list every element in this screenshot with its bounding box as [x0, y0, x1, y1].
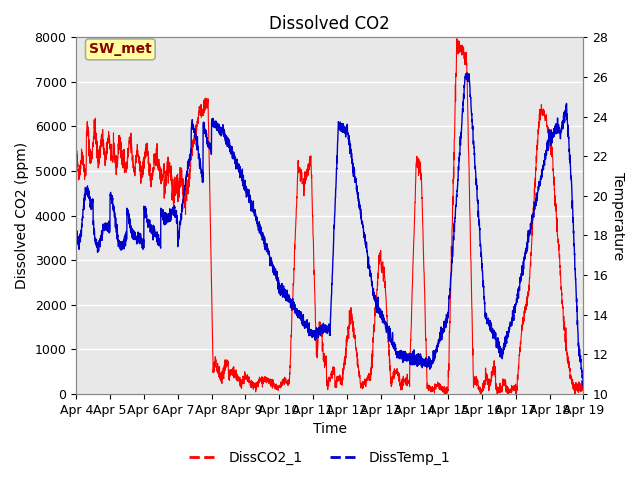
DissCO2_1: [515, 352, 523, 358]
DissTemp_1: [463, 71, 471, 76]
DissCO2_1: [72, 151, 80, 156]
DissCO2_1: [580, 385, 588, 391]
Y-axis label: Temperature: Temperature: [611, 171, 625, 260]
DissTemp_1: [267, 258, 275, 264]
DissTemp_1: [131, 237, 138, 242]
Legend: DissCO2_1, DissTemp_1: DissCO2_1, DissTemp_1: [184, 445, 456, 471]
X-axis label: Time: Time: [313, 422, 347, 436]
Y-axis label: Dissolved CO2 (ppm): Dissolved CO2 (ppm): [15, 142, 29, 289]
DissCO2_1: [453, 36, 461, 42]
DissTemp_1: [161, 213, 168, 218]
DissTemp_1: [289, 296, 296, 301]
DissCO2_1: [161, 195, 168, 201]
Text: SW_met: SW_met: [89, 42, 152, 56]
DissCO2_1: [267, 381, 275, 387]
DissCO2_1: [442, 391, 449, 397]
DissTemp_1: [72, 237, 80, 243]
Line: DissCO2_1: DissCO2_1: [76, 39, 584, 394]
DissTemp_1: [580, 384, 588, 390]
DissCO2_1: [570, 382, 578, 387]
DissCO2_1: [289, 296, 296, 302]
DissTemp_1: [570, 228, 577, 234]
DissCO2_1: [131, 165, 138, 170]
DissTemp_1: [515, 284, 523, 289]
Line: DissTemp_1: DissTemp_1: [76, 73, 584, 387]
Title: Dissolved CO2: Dissolved CO2: [269, 15, 390, 33]
